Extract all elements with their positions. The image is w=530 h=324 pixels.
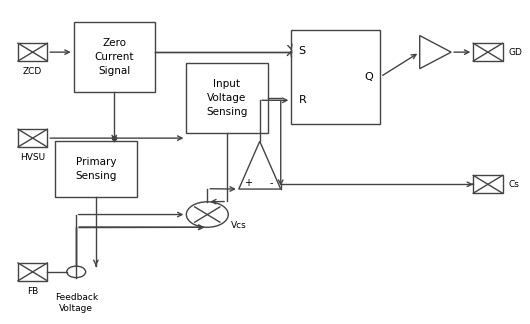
Bar [473, 43, 502, 61]
Text: R: R [298, 95, 306, 105]
Text: -: - [270, 178, 273, 188]
Polygon shape [239, 141, 281, 189]
Text: Input
Voltage
Sensing: Input Voltage Sensing [206, 79, 248, 117]
Text: Q: Q [364, 72, 373, 82]
Bar [55, 141, 137, 197]
Bar [18, 43, 47, 61]
Text: Vcs: Vcs [231, 221, 246, 230]
Text: Cs: Cs [509, 180, 520, 189]
Text: Feedback
Voltage: Feedback Voltage [55, 293, 98, 313]
Bar [473, 175, 502, 193]
Bar [291, 30, 381, 124]
Text: ZCD: ZCD [23, 67, 42, 76]
Circle shape [67, 266, 86, 278]
Bar [187, 63, 268, 133]
Text: S: S [298, 45, 306, 55]
Bar [18, 263, 47, 281]
Text: FB: FB [27, 287, 38, 296]
Bar [74, 22, 155, 92]
Text: Zero
Current
Signal: Zero Current Signal [94, 38, 134, 76]
Bar [18, 129, 47, 147]
Text: +: + [244, 178, 252, 188]
Polygon shape [420, 36, 451, 69]
Text: GD: GD [509, 48, 523, 57]
Text: Primary
Sensing: Primary Sensing [75, 157, 117, 181]
Circle shape [187, 202, 228, 227]
Text: HVSU: HVSU [20, 153, 45, 162]
